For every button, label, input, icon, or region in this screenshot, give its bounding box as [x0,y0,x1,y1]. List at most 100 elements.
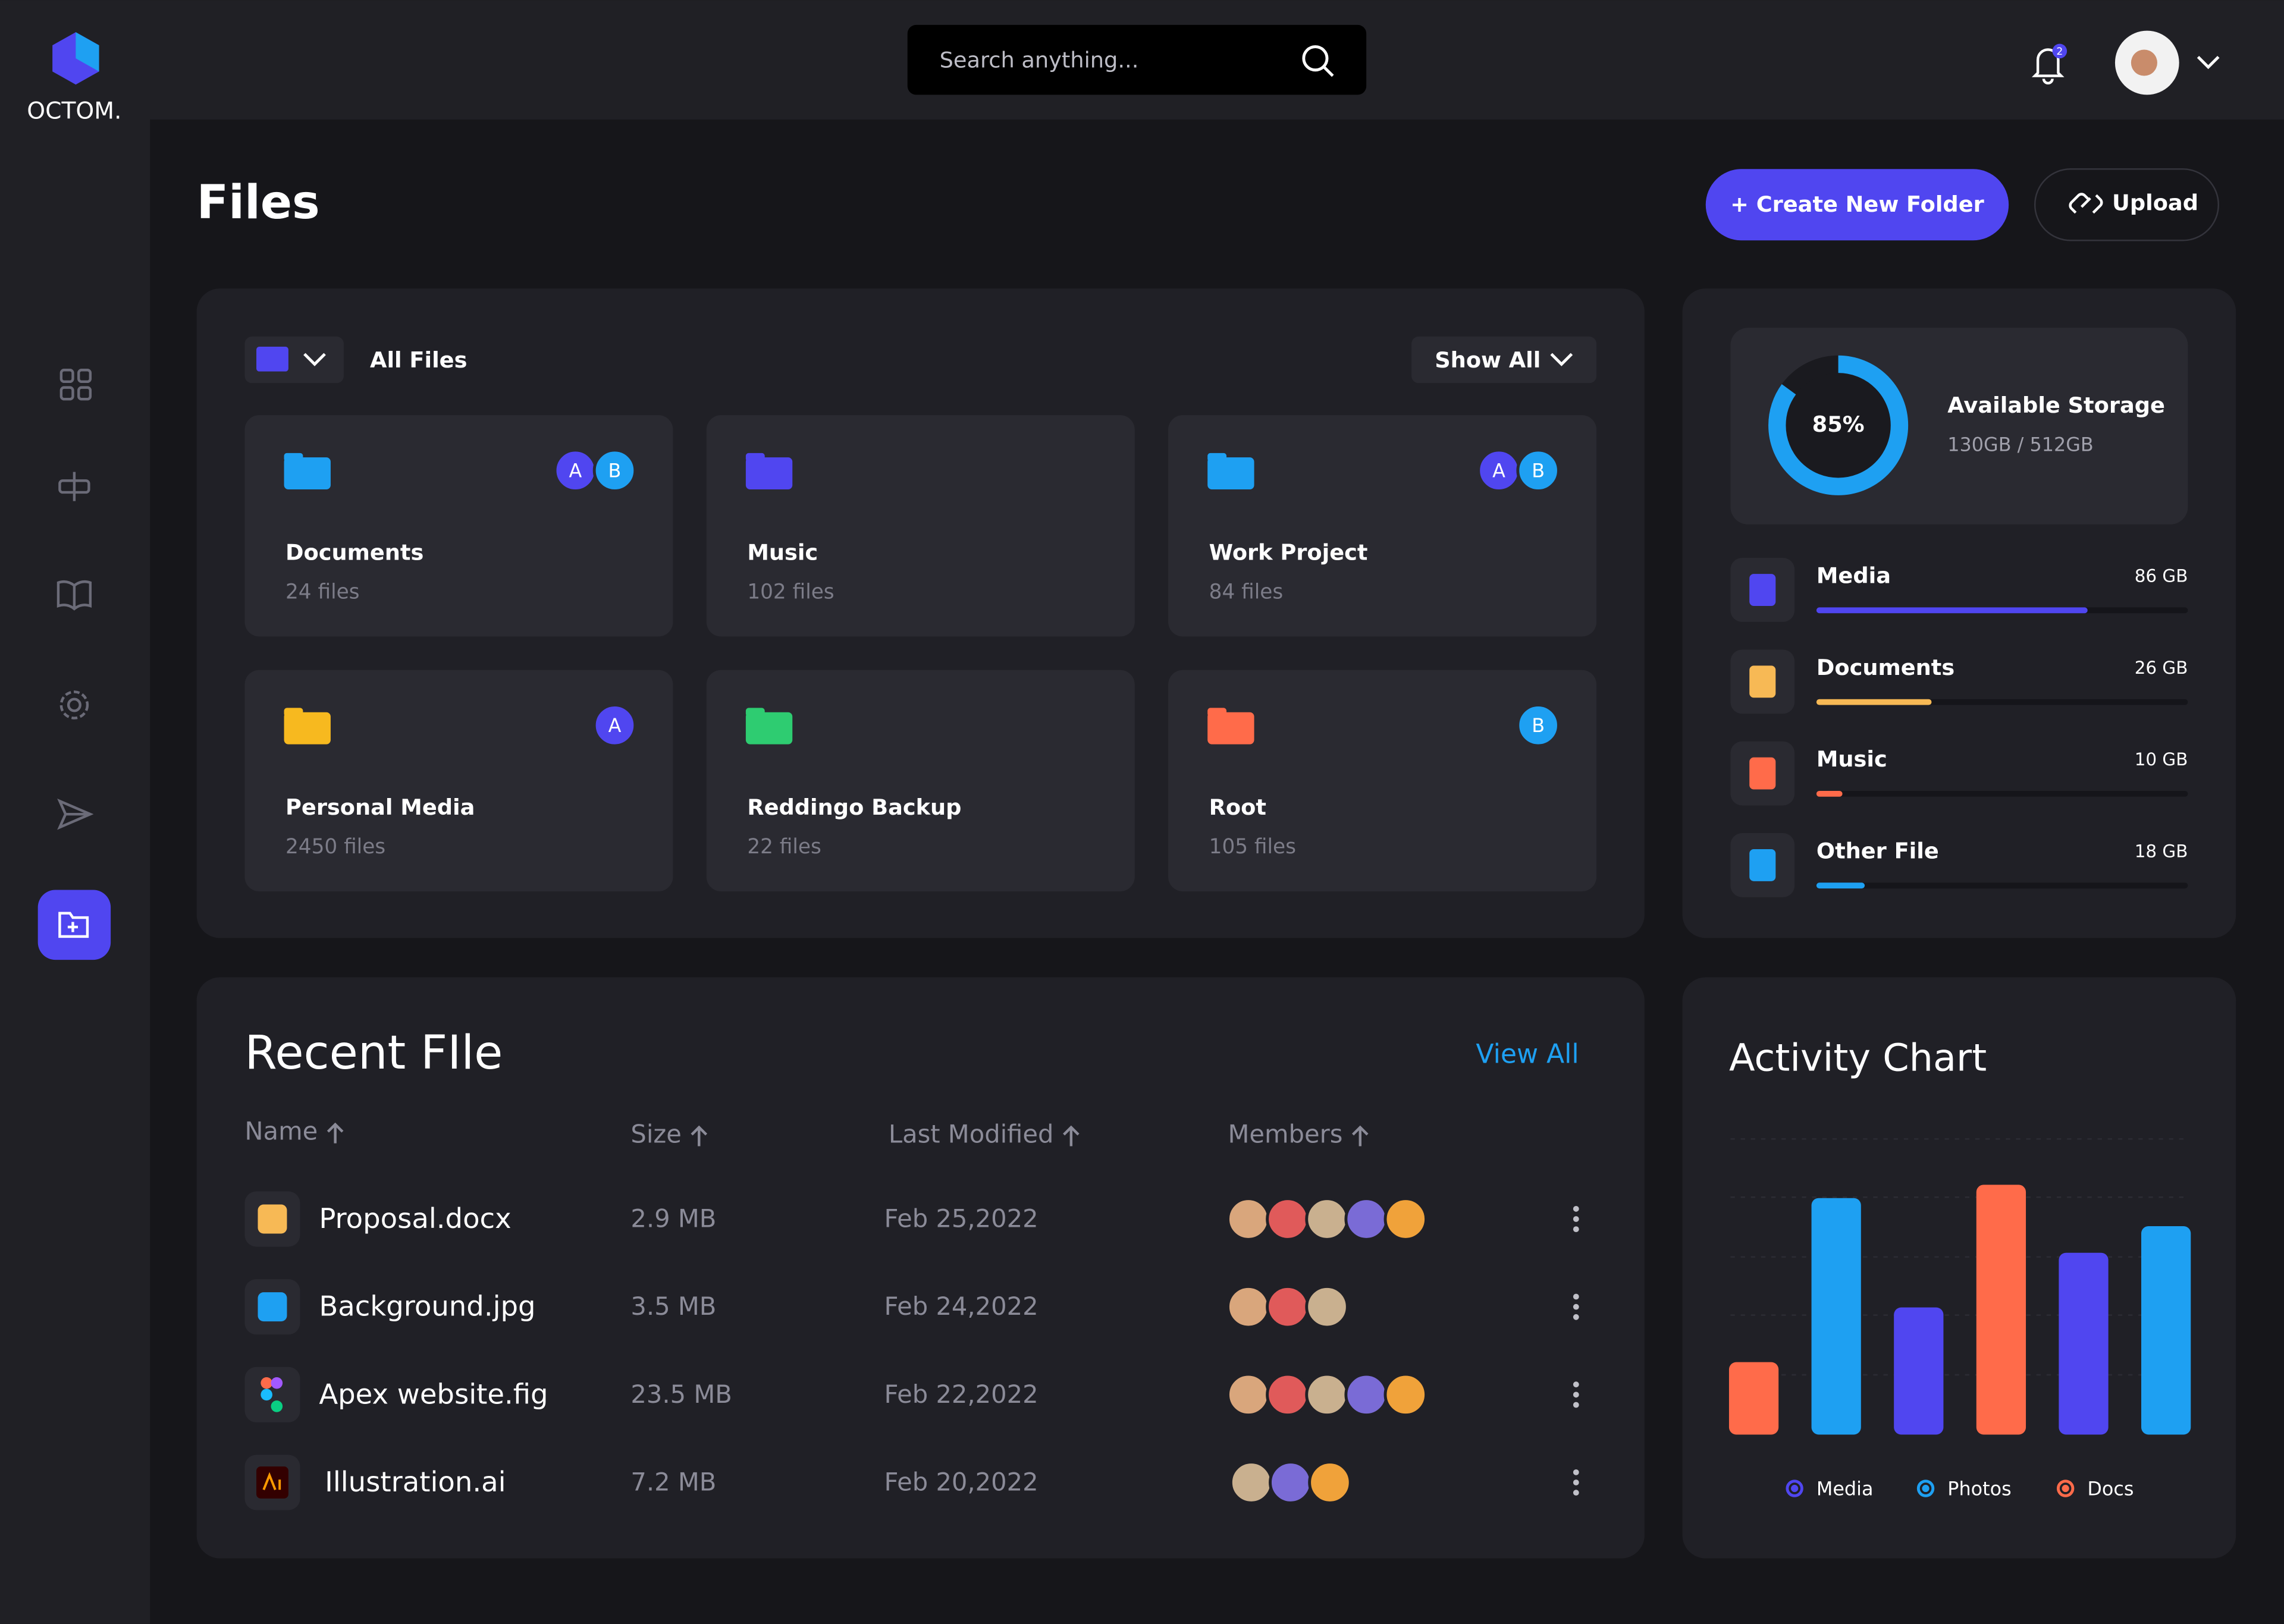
view-all-link[interactable]: View All [1476,1039,1579,1070]
folder-count: 24 files [286,580,360,604]
legend-marker-dot [1922,1484,1930,1493]
column-header[interactable]: Members [1228,1119,1342,1148]
chevron [2197,55,2220,70]
file-size: 3.5 MB [630,1292,716,1321]
file-name[interactable]: Proposal.docx [319,1202,511,1235]
nav-files-active[interactable] [37,890,111,960]
notifications[interactable]: 2 [2031,43,2067,84]
folder-name: Work Project [1209,539,1368,565]
create-folder-label: + Create New Folder [1730,191,1984,217]
member-badge-label: B [1532,714,1545,737]
column-header[interactable]: Name [244,1117,318,1146]
storage-icon [1749,849,1776,881]
user-menu[interactable] [2114,30,2220,95]
upload-button[interactable] [2034,168,2220,241]
legend-label: Photos [1947,1478,2011,1500]
storage-item-name: Music [1816,746,1887,772]
member-avatar [1383,1197,1428,1241]
member-avatar [1226,1284,1270,1329]
storage-bar [1816,882,1865,889]
column-header[interactable]: Last Modified [889,1119,1054,1148]
file-name[interactable]: Apex website.fig [319,1378,548,1410]
link-icon [2069,193,2103,214]
bar [1894,1307,1944,1435]
sort-arrow [327,1122,344,1144]
bar [1976,1185,2026,1435]
search-icon [1302,45,1334,77]
member-avatar [1226,1372,1270,1417]
member-badge-label: A [1492,460,1505,482]
row-menu-dot [1573,1402,1579,1408]
storage-bar [1816,607,2088,614]
sort-arrow [1351,1125,1369,1146]
row-menu-dot [1573,1216,1579,1222]
storage-bar-track [1816,790,2188,797]
sort-arrow [1063,1125,1080,1146]
nav-align[interactable] [58,472,90,501]
create-folder-button[interactable] [1705,169,2009,241]
folder-name: Documents [286,539,423,565]
nav-dashboard[interactable] [59,369,92,401]
sort-arrow [691,1125,708,1146]
chart-grid [1730,1138,2188,1376]
file-name[interactable]: Illustration.ai [325,1466,506,1498]
row-menu-dot [1573,1205,1579,1212]
storage-item-name: Media [1816,563,1891,588]
storage-item-size: 10 GB [2135,749,2188,769]
recent-title: Recent FIle [244,1026,503,1080]
upload-label: Upload [2112,190,2198,216]
chevron [1550,353,1573,366]
member-badge [592,448,637,492]
folder-icon [284,712,331,745]
nav-settings[interactable] [59,690,89,720]
member-avatar [1266,1197,1310,1241]
nav-send[interactable] [57,798,94,830]
member-avatar [1266,1284,1310,1329]
member-badge-label: A [569,460,582,482]
avatar-face [2131,49,2157,76]
row-menu-dot [1573,1303,1579,1310]
storage-item-size: 18 GB [2135,841,2188,861]
sidebar-icons [57,369,94,830]
file-modified: Feb 20,2022 [884,1467,1039,1496]
storage-icon [1749,757,1776,790]
member-avatar [1269,1460,1313,1504]
nav-book[interactable] [57,580,92,611]
folder-card[interactable] [244,670,673,891]
notification-badge [2052,43,2067,59]
storage-item-name: Other File [1816,838,1939,863]
bar [1728,1362,1779,1435]
folder-card[interactable] [706,670,1135,891]
chart-title: Activity Chart [1729,1036,1987,1080]
folder-card[interactable] [706,415,1135,637]
file-icon [261,1377,272,1389]
logo-icon-part [76,32,99,72]
row-menu-dot [1573,1381,1579,1388]
bar [2059,1252,2109,1435]
file-icon [271,1400,283,1412]
folder-name: Music [747,539,818,565]
file-modified: Feb 24,2022 [884,1292,1039,1321]
folder-count: 22 files [747,835,821,859]
folder-count: 2450 files [286,835,385,859]
file-name[interactable]: Background.jpg [319,1290,535,1323]
storage-bar-track [1816,882,2188,889]
member-avatar [1266,1372,1310,1417]
column-header[interactable]: Size [630,1119,681,1148]
logo[interactable]: OCTOM. [27,32,121,124]
member-badge-label: B [1532,460,1545,482]
member-badge [592,703,637,747]
search-box[interactable] [907,24,1367,95]
member-avatar [1344,1197,1388,1241]
filter-label: All Files [370,347,467,373]
folder-selector-icon [256,347,288,372]
show-all-dropdown[interactable] [1411,336,1597,384]
file-icon [271,1377,283,1389]
legend-label: Media [1816,1478,1874,1500]
row-menu-dot [1573,1226,1579,1233]
folder-count: 105 files [1209,835,1296,859]
member-avatar [1226,1197,1270,1241]
folder-card[interactable] [1168,670,1597,891]
